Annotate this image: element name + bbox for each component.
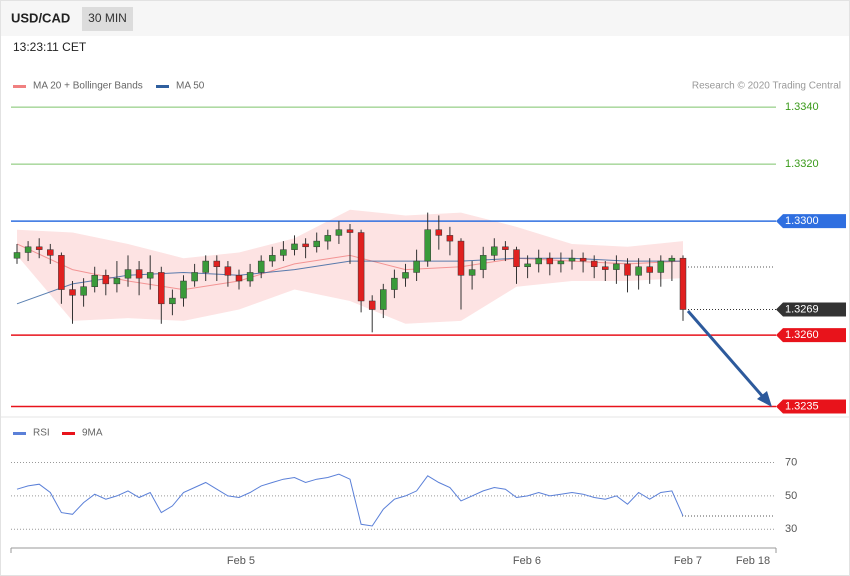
x-tick-label: Feb 5 bbox=[227, 555, 255, 567]
candle-body bbox=[24, 246, 32, 253]
candle-body bbox=[302, 243, 309, 248]
candle-body bbox=[613, 263, 620, 270]
x-tick-label: Feb 6 bbox=[513, 555, 541, 567]
legend-label: MA 50 bbox=[176, 81, 205, 92]
timeframe[interactable]: 30 MIN bbox=[88, 11, 127, 25]
candle-body bbox=[546, 257, 554, 265]
candle-body bbox=[368, 300, 376, 310]
candle-body bbox=[413, 260, 420, 273]
candle-body bbox=[180, 280, 187, 299]
candle-body bbox=[380, 289, 387, 310]
candle-body bbox=[346, 229, 354, 233]
candle-body bbox=[235, 275, 243, 282]
candle-body bbox=[13, 252, 21, 259]
candle-body bbox=[102, 275, 110, 285]
x-tick-label: Feb 18 bbox=[736, 555, 770, 567]
level-tag bbox=[776, 302, 846, 317]
candle-body bbox=[280, 249, 287, 256]
level-tag bbox=[776, 399, 846, 414]
candle-body bbox=[446, 235, 454, 242]
candle-body bbox=[146, 272, 154, 279]
candle-body bbox=[424, 229, 431, 262]
legend-swatch bbox=[62, 432, 75, 435]
candle-body bbox=[524, 263, 531, 268]
symbol: USD/CAD bbox=[11, 10, 70, 25]
candle-body bbox=[335, 229, 343, 236]
credit: Research © 2020 Trading Central bbox=[692, 81, 841, 92]
candle-body bbox=[35, 246, 43, 250]
candle-body bbox=[624, 263, 631, 276]
header-bar bbox=[1, 1, 849, 36]
candle-body bbox=[568, 257, 576, 262]
candle-body bbox=[246, 272, 254, 282]
candle-body bbox=[646, 266, 653, 273]
x-tick-label: Feb 7 bbox=[674, 555, 702, 567]
candle-body bbox=[191, 272, 198, 282]
candle-body bbox=[47, 249, 54, 256]
level-label: 1.3320 bbox=[785, 158, 819, 170]
candle-body bbox=[402, 272, 409, 279]
legend-swatch bbox=[13, 85, 26, 88]
candle-body bbox=[435, 229, 443, 236]
timeframe-box[interactable] bbox=[82, 7, 133, 31]
candle-body bbox=[291, 243, 298, 250]
candle-body bbox=[357, 232, 365, 302]
candle-body bbox=[657, 260, 665, 273]
candle-body bbox=[158, 272, 165, 305]
forecast-arrowhead bbox=[757, 391, 772, 407]
candle-body bbox=[635, 266, 642, 276]
candle-body bbox=[391, 277, 398, 290]
candle-body bbox=[479, 255, 487, 270]
candle-body bbox=[169, 297, 176, 305]
legend-swatch bbox=[156, 85, 169, 88]
forecast-arrow bbox=[686, 310, 766, 399]
candle-body bbox=[257, 260, 265, 273]
candle-body bbox=[69, 289, 76, 296]
candle-body bbox=[202, 260, 209, 273]
candle-body bbox=[513, 249, 520, 268]
candle-body bbox=[679, 257, 687, 310]
level-label: 1.3300 bbox=[785, 215, 819, 227]
candle-body bbox=[468, 269, 476, 276]
rsi-tick-label: 70 bbox=[785, 456, 797, 468]
level-label: 1.3269 bbox=[785, 303, 819, 315]
candle-body bbox=[58, 255, 65, 290]
candle-body bbox=[535, 257, 542, 265]
candle-body bbox=[668, 257, 676, 262]
candle-body bbox=[602, 266, 609, 270]
candle-body bbox=[80, 286, 87, 296]
legend-label: 9MA bbox=[82, 428, 103, 439]
candle-body bbox=[557, 260, 565, 265]
candle-body bbox=[224, 266, 232, 276]
candle-body bbox=[213, 260, 221, 268]
candle-body bbox=[124, 269, 132, 279]
legend-label: MA 20 + Bollinger Bands bbox=[33, 81, 143, 92]
candle-body bbox=[313, 240, 320, 248]
candle-body bbox=[457, 240, 465, 276]
level-label: 1.3340 bbox=[785, 101, 819, 113]
candle-body bbox=[324, 235, 332, 242]
candle-body bbox=[579, 257, 587, 262]
time: 13:23:11 CET bbox=[13, 40, 87, 54]
candle-body bbox=[590, 260, 598, 268]
candle-body bbox=[135, 269, 143, 279]
level-label: 1.3260 bbox=[785, 329, 819, 341]
level-tag bbox=[776, 328, 846, 343]
rsi-line bbox=[16, 473, 684, 527]
candle-body bbox=[502, 246, 509, 250]
level-label: 1.3235 bbox=[785, 400, 819, 412]
candle-body bbox=[91, 275, 98, 287]
candle-body bbox=[491, 246, 498, 256]
candle-body bbox=[269, 255, 276, 262]
legend-label: RSI bbox=[33, 428, 50, 439]
level-tag bbox=[776, 214, 846, 229]
rsi-tick-label: 50 bbox=[785, 490, 797, 502]
rsi-tick-label: 30 bbox=[785, 523, 797, 535]
legend-swatch bbox=[13, 432, 26, 435]
candle-body bbox=[113, 277, 121, 285]
